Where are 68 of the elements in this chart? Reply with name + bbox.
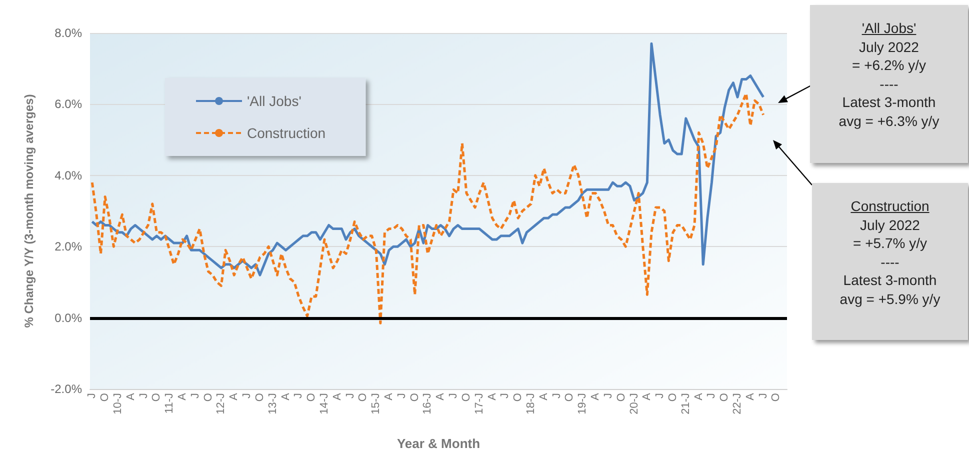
- x-tick-label: O: [254, 392, 266, 402]
- x-tick-label: A: [124, 392, 137, 400]
- x-tick-label: 10-J: [112, 393, 124, 414]
- x-tick-label: A: [331, 392, 344, 400]
- y-tick-label: 0.0%: [54, 310, 82, 325]
- legend-label: Construction: [247, 125, 326, 141]
- x-tick-label: O: [564, 392, 576, 402]
- x-tick-label: J: [499, 393, 512, 398]
- text: Construction July 2022 = +5.7% y/y ---- Latest 3-month avg = +5.9% y/y: [840, 198, 940, 306]
- x-tick-label: A: [641, 392, 654, 400]
- x-tick-label: J: [241, 393, 254, 398]
- x-tick-label: J: [292, 393, 305, 398]
- x-tick-label: 20-J: [628, 393, 640, 414]
- y-tick-label: 4.0%: [54, 168, 82, 182]
- x-tick-label: A: [590, 392, 602, 400]
- x-tick-label: O: [99, 392, 112, 402]
- x-tick-label: 16-J: [422, 393, 434, 414]
- x-axis-title: Year & Month: [396, 436, 480, 451]
- x-tick-label: O: [770, 392, 782, 402]
- x-tick-label: A: [280, 392, 292, 400]
- x-tick-label: J: [757, 393, 770, 398]
- x-tick-label: J: [189, 393, 202, 398]
- x-tick-label: 14-J: [318, 393, 330, 414]
- x-tick-label: J: [448, 393, 460, 398]
- x-tick-label: 12-J: [215, 393, 228, 414]
- y-tick-label: 8.0%: [54, 26, 82, 40]
- x-tick-label: J: [344, 393, 356, 398]
- x-tick-label: J: [550, 393, 563, 398]
- x-tick-label: O: [357, 392, 370, 402]
- line-series: [90, 42, 765, 276]
- x-tick-label: 19-J: [576, 393, 589, 414]
- x-tick-label: 13-J: [266, 393, 279, 414]
- x-tick-label: J: [654, 393, 666, 398]
- x-tick-label: O: [512, 392, 524, 402]
- x-tick-label: A: [538, 392, 550, 400]
- legend-label: 'All Jobs': [247, 93, 302, 109]
- x-tick-label: O: [718, 392, 731, 402]
- x-tick-label: 15-J: [370, 393, 382, 414]
- x-tick-label: A: [383, 392, 396, 400]
- x-tick-label: O: [202, 392, 214, 402]
- x-tick-label: J: [602, 393, 614, 398]
- x-tick-label: O: [460, 392, 472, 402]
- y-tick-label: 6.0%: [54, 97, 82, 112]
- x-tick-label: A: [228, 392, 240, 400]
- x-tick-label: O: [408, 392, 421, 402]
- line-series: [90, 92, 765, 324]
- x-tick-label: A: [744, 392, 756, 400]
- x-tick-label: O: [666, 392, 679, 402]
- x-tick-label: J: [138, 393, 150, 398]
- y-axis-title: % Change Y/Y (3-month moving averges): [22, 94, 36, 328]
- x-tick-label: 11-J: [164, 393, 176, 414]
- x-tick-label: J: [86, 393, 98, 398]
- x-tick-label: O: [306, 392, 318, 402]
- x-tick-label: A: [692, 392, 705, 400]
- x-tick-label: J: [396, 393, 408, 398]
- x-tick-label: O: [150, 392, 163, 402]
- x-tick-label: A: [176, 392, 189, 400]
- x-tick-label: 18-J: [525, 393, 538, 414]
- x-tick-label: 22-J: [732, 393, 744, 414]
- x-tick-label: 21-J: [680, 393, 692, 414]
- x-tick-label: 17-J: [473, 393, 486, 414]
- y-tick-label: 2.0%: [54, 240, 82, 254]
- x-tick-label: O: [615, 392, 628, 402]
- text: 'All Jobs' July 2022 = +6.2% y/y ---- Latest 3-month avg = +6.3% y/y: [838, 20, 940, 128]
- x-tick-label: A: [434, 392, 447, 400]
- y-tick-label: -2.0%: [50, 382, 82, 396]
- x-tick-label: A: [486, 392, 498, 400]
- x-tick-label: J: [706, 393, 718, 398]
